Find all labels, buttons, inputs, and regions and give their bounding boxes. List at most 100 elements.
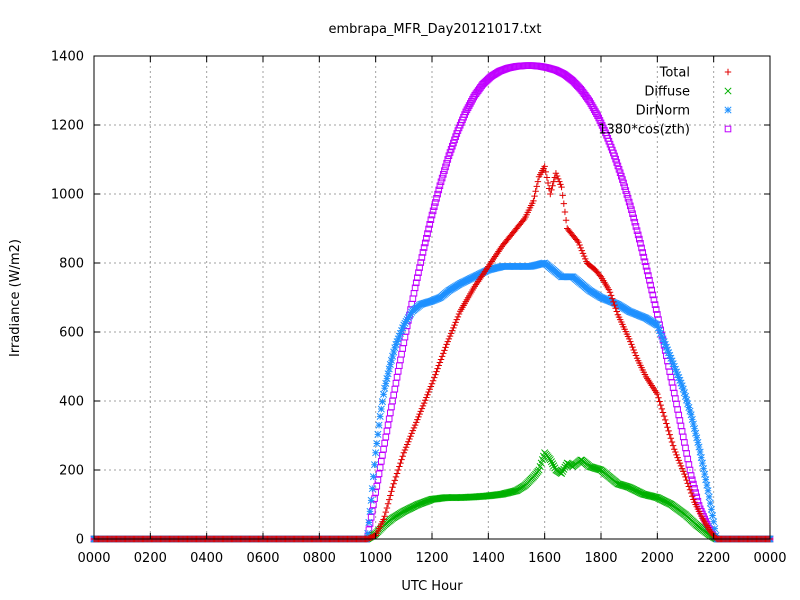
data-point — [677, 462, 685, 470]
data-point — [683, 450, 690, 457]
data-point — [434, 365, 441, 372]
data-point — [401, 333, 409, 341]
data-point — [415, 269, 422, 276]
data-point — [681, 392, 690, 400]
x-axis-label: UTC Hour — [401, 579, 463, 594]
data-point — [373, 439, 381, 448]
data-point — [393, 373, 401, 381]
data-point — [374, 476, 382, 484]
data-point — [636, 235, 643, 243]
data-point — [593, 110, 600, 117]
data-point — [675, 457, 682, 464]
data-point — [638, 244, 645, 252]
data-point — [437, 356, 445, 363]
data-point — [659, 409, 667, 416]
y-axis: 0 200 400 600 800 1000 1200 1400 — [51, 50, 770, 548]
data-point — [544, 179, 552, 187]
data-point — [687, 472, 695, 479]
x-axis: 0000 0200 0400 0600 0800 1000 1200 1400 1600 1800… — [77, 56, 787, 566]
data-point — [698, 459, 706, 467]
data-point — [470, 93, 477, 101]
data-point — [375, 421, 383, 429]
data-point — [381, 384, 389, 392]
data-point — [586, 98, 594, 105]
data-point — [397, 459, 404, 467]
data-point — [633, 227, 641, 234]
data-point — [393, 338, 401, 346]
data-point — [406, 435, 413, 443]
data-point — [443, 159, 450, 167]
data-point — [382, 508, 390, 516]
data-point — [398, 350, 405, 358]
data-point — [632, 352, 640, 359]
data-point — [366, 507, 374, 515]
data-point — [666, 431, 673, 438]
data-point — [376, 412, 384, 420]
data-point — [703, 481, 711, 489]
data-point — [450, 324, 457, 332]
data-point — [576, 241, 583, 249]
data-point — [693, 493, 701, 501]
data-point — [365, 518, 373, 526]
data-point — [637, 240, 644, 247]
x-tick-label: 0400 — [190, 551, 223, 566]
data-point — [666, 351, 674, 360]
data-point — [685, 403, 693, 411]
data-point — [421, 239, 429, 247]
data-point — [631, 349, 638, 356]
data-point — [370, 461, 379, 469]
data-point — [390, 348, 398, 356]
data-point — [399, 345, 407, 352]
data-point — [433, 195, 440, 202]
data-point — [627, 338, 634, 345]
data-point — [625, 198, 633, 206]
data-point — [378, 398, 386, 406]
data-point — [396, 362, 403, 369]
data-point — [414, 416, 421, 423]
data-point — [630, 214, 637, 222]
legend: Total Diffuse DirNorm 1380*cos(zth) — [598, 66, 732, 138]
data-point — [628, 206, 635, 213]
data-point — [557, 181, 564, 188]
data-point — [672, 368, 681, 376]
data-point — [423, 234, 430, 242]
data-point — [682, 473, 689, 481]
data-point — [452, 319, 459, 326]
data-point — [669, 384, 677, 392]
data-point — [432, 199, 439, 206]
data-point — [643, 267, 651, 275]
data-point — [707, 505, 715, 513]
data-point — [614, 162, 622, 170]
data-point — [391, 477, 399, 484]
data-point — [685, 483, 693, 490]
x-tick-label: 2000 — [641, 551, 674, 566]
data-point — [442, 344, 449, 351]
data-point — [394, 368, 402, 375]
data-point — [548, 460, 557, 468]
data-point — [453, 316, 460, 323]
data-point — [441, 347, 448, 354]
data-point — [669, 442, 677, 449]
data-point — [681, 439, 688, 446]
data-point — [656, 327, 664, 335]
data-point — [693, 434, 701, 442]
data-point — [607, 292, 615, 299]
data-point — [675, 411, 683, 419]
data-point — [427, 383, 435, 390]
data-point — [690, 425, 699, 433]
data-point — [425, 225, 432, 233]
data-point — [464, 104, 472, 111]
data-point — [400, 339, 408, 347]
data-point — [530, 197, 537, 205]
data-point — [381, 439, 388, 447]
data-point — [372, 489, 379, 496]
legend-marker — [724, 125, 732, 133]
data-point — [434, 190, 441, 198]
data-point — [415, 413, 422, 421]
data-point — [589, 104, 597, 111]
data-point — [389, 484, 396, 491]
data-point — [419, 402, 427, 410]
data-point — [553, 172, 561, 180]
data-point — [658, 405, 666, 413]
